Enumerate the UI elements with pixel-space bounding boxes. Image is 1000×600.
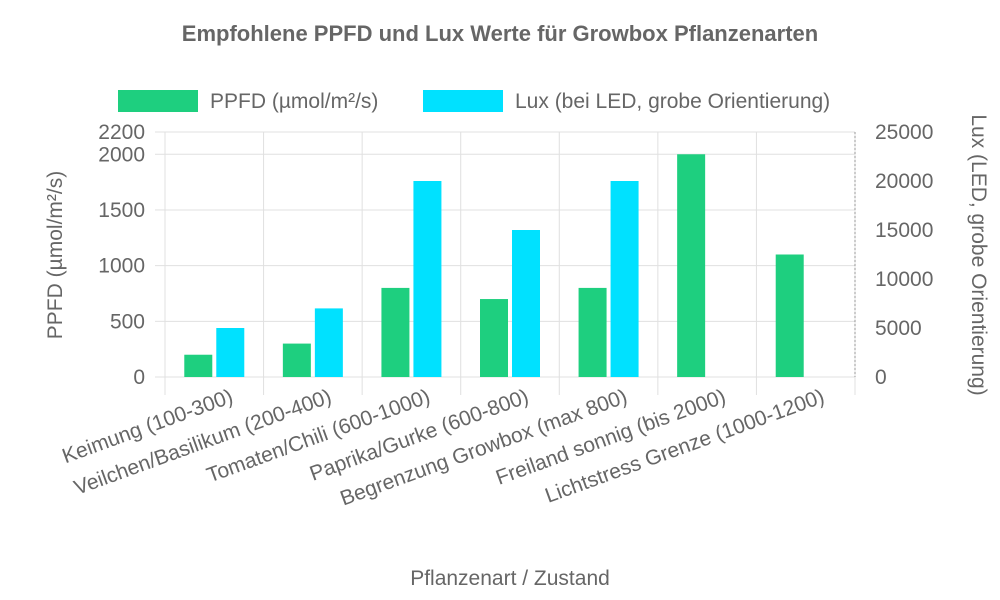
bar-lux [314, 308, 343, 377]
bars [184, 154, 804, 377]
bar-ppfd [775, 254, 804, 377]
y2-tick-label: 20000 [875, 170, 933, 193]
y-tick-label: 500 [110, 310, 145, 333]
bar-lux [413, 181, 442, 377]
y2-tick-label: 0 [875, 366, 887, 389]
legend-swatch [423, 90, 503, 112]
bar-ppfd [480, 299, 508, 377]
y-tick-label: 2200 [98, 121, 145, 144]
y-tick-label: 1500 [98, 199, 145, 222]
y-tick-label: 1000 [98, 255, 145, 278]
bar-ppfd [282, 343, 311, 377]
bar-lux [512, 230, 540, 377]
y2-tick-label: 5000 [875, 317, 922, 340]
bar-ppfd [578, 287, 607, 377]
legend: PPFD (µmol/m²/s) Lux (bei LED, grobe Orie… [118, 90, 830, 113]
y2-tick-label: 15000 [875, 219, 933, 242]
bar-lux [216, 328, 245, 377]
bar-ppfd [381, 287, 410, 377]
bar-ppfd [184, 354, 213, 377]
y-tick-label: 2000 [98, 143, 145, 166]
grid [164, 131, 856, 395]
x-axis-title: Pflanzenart / Zustand [410, 567, 610, 590]
bar-lux [610, 181, 639, 377]
legend-swatch [118, 90, 198, 112]
bar-ppfd [677, 154, 706, 377]
y2-axis-title: Lux (LED, grobe Orientierung) [967, 114, 990, 395]
chart-title: Empfohlene PPFD und Lux Werte für Growbo… [182, 21, 818, 46]
y-tick-label: 0 [133, 366, 145, 389]
y-axis-title: PPFD (µmol/m²/s) [44, 171, 67, 339]
y2-tick-label: 25000 [875, 121, 933, 144]
y2-tick-label: 10000 [875, 268, 933, 291]
legend-label: Lux (bei LED, grobe Orientierung) [515, 90, 830, 113]
legend-label: PPFD (µmol/m²/s) [210, 90, 378, 113]
